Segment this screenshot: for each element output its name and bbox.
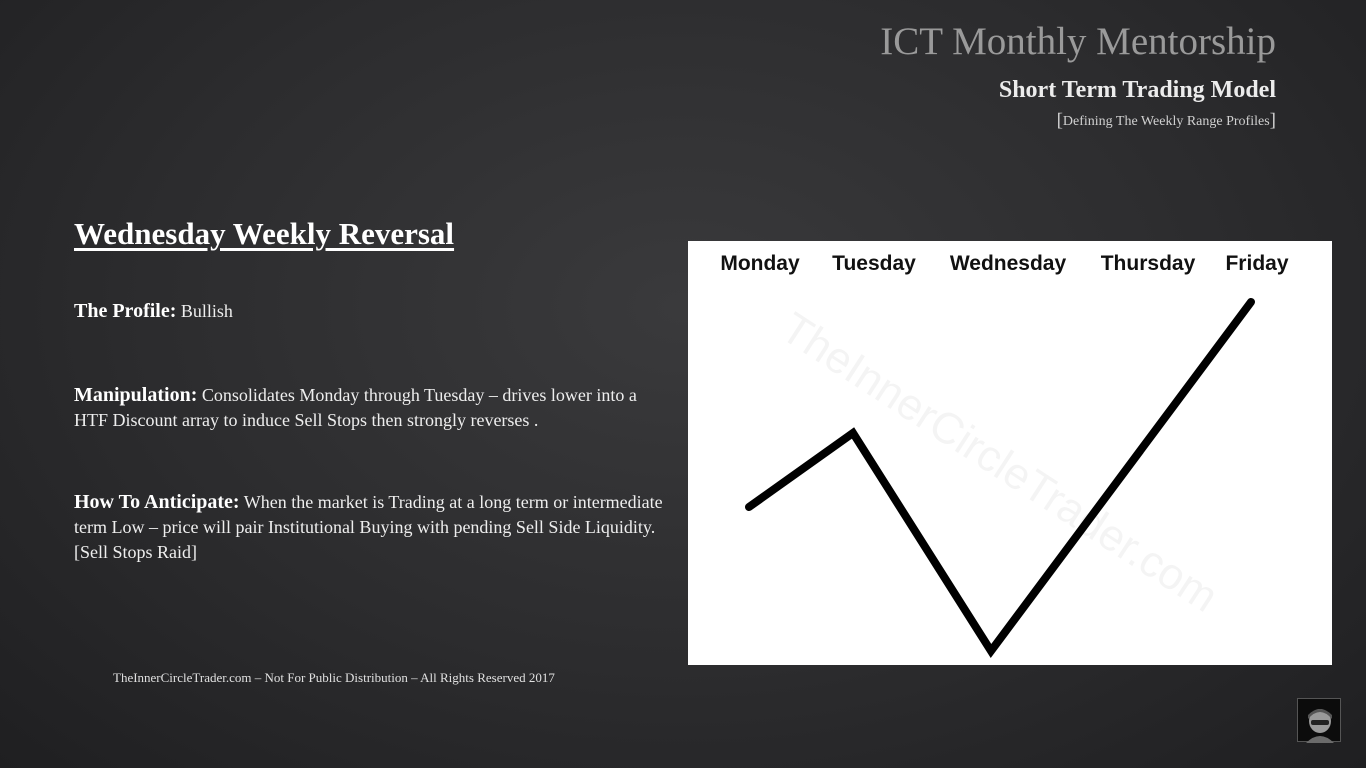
section-heading: Wednesday Weekly Reversal [74, 216, 455, 251]
diagram-canvas: TheInnerCircleTrader.com Monday Tuesday … [720, 252, 1289, 659]
day-label-monday: Monday [720, 252, 800, 275]
manipulation-label: Manipulation: [74, 384, 198, 406]
footer-copyright: TheInnerCircleTrader.com – Not For Publi… [113, 670, 555, 685]
avatar-icon [1306, 709, 1334, 743]
presenter-avatar [1297, 698, 1341, 743]
day-label-thursday: Thursday [1101, 252, 1196, 275]
watermark-text: TheInnerCircleTrader.com [773, 303, 1227, 622]
day-label-friday: Friday [1225, 252, 1288, 275]
day-label-tuesday: Tuesday [832, 252, 916, 275]
price-path-line [745, 298, 1255, 659]
subtitle-note: [Defining The Weekly Range Profiles] [1056, 110, 1276, 131]
header: ICT Monthly Mentorship Short Term Tradin… [880, 20, 1276, 131]
profile-label: The Profile: [74, 300, 177, 322]
day-label-wednesday: Wednesday [950, 252, 1067, 275]
profile-paragraph: The Profile: Bullish [74, 299, 674, 324]
anticipate-paragraph: How To Anticipate: When the market is Tr… [74, 490, 674, 565]
anticipate-text: When the market is Trading at a long ter… [74, 492, 663, 562]
weekly-profile-diagram: TheInnerCircleTrader.com Monday Tuesday … [688, 241, 1332, 665]
manipulation-text: Consolidates Monday through Tuesday – dr… [74, 385, 637, 430]
anticipate-label: How To Anticipate: [74, 491, 240, 513]
main-title: ICT Monthly Mentorship [880, 20, 1276, 63]
manipulation-paragraph: Manipulation: Consolidates Monday throug… [74, 383, 674, 433]
subtitle: Short Term Trading Model [998, 77, 1276, 103]
subtitle-note-text: Defining The Weekly Range Profiles [1062, 114, 1270, 129]
profile-text: Bullish [180, 301, 233, 321]
